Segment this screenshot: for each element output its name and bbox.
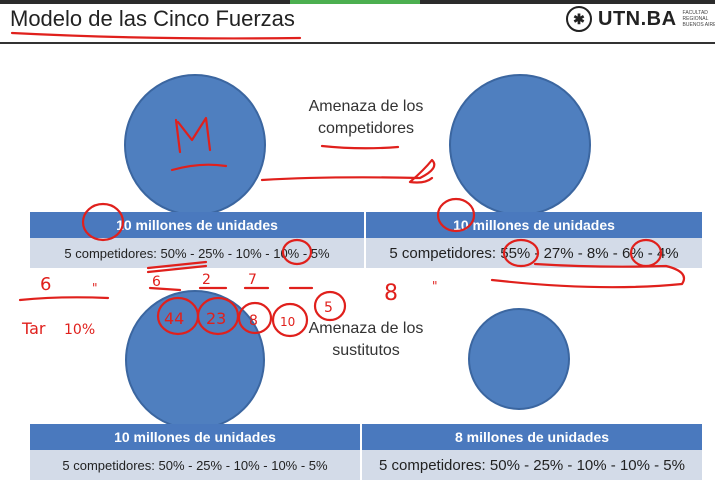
ink-circle-5 [313,290,347,322]
ink-num-23: 23 [206,309,226,328]
circle-bottom-left [125,290,265,430]
label-competidores: Amenaza de los competidores [308,98,424,137]
bottom-left-detail: 5 competidores: 50% - 25% - 10% - 10% - … [30,450,360,480]
ink-circle-10pct [281,238,313,266]
ink-circle-10-left [81,202,125,242]
screen-top-bar [0,0,715,4]
ink-num-5: 5 [324,300,333,316]
logo-subtitle: Facultad Regional Buenos Aires [682,10,715,28]
ink-circle-10-right [436,197,476,233]
ink-quote-a: " [92,281,98,295]
logo-name: UTN.BA [598,7,677,30]
top-right-header: 10 millones de unidades [366,212,702,238]
header-divider [0,42,715,44]
bottom-right-header: 8 millones de unidades [362,424,702,450]
slide-title: Modelo de las Cinco Fuerzas [10,6,295,31]
ink-strike [146,260,208,274]
ink-quote-b: " [432,279,438,293]
ink-text-10pct: 10% [64,322,95,338]
ink-text-tar: Tar [21,319,46,338]
utn-emblem-icon: ✱ [566,6,592,32]
bottom-left-header: 10 millones de unidades [30,424,360,450]
ink-num-10: 10 [280,315,295,329]
label-sustitutos: Amenaza de los sustitutos [308,320,424,359]
utn-logo: ✱ UTN.BA Facultad Regional Buenos Aires [566,6,715,32]
share-indicator [290,0,420,4]
ink-num-8a: 8 [249,313,258,329]
ink-circle-23 [196,296,240,336]
ink-dashes [148,286,314,292]
ink-circle-8 [237,301,273,335]
top-right-detail: 5 competidores: 55% - 27% - 8% - 6% - 4% [366,238,702,268]
circle-top-left [124,74,266,216]
ink-num-8b: 8 [384,281,398,306]
ink-arrow [260,158,436,184]
ink-num-44: 44 [164,309,184,328]
ink-title-underline [10,31,302,40]
ink-circle-10b [271,302,309,338]
ink-underline-1 [18,296,110,302]
ink-circle-6 [629,238,663,268]
ink-num-6a: 6 [40,274,51,295]
ink-circle-55 [502,238,540,268]
ink-num-6b: 6 [152,274,161,290]
ink-num-7: 7 [248,272,257,288]
top-left-header: 10 millones de unidades [30,212,364,238]
ink-underline-right [490,262,686,289]
bottom-right-detail: 5 competidores: 50% - 25% - 10% - 10% - … [362,450,702,480]
ink-num-2: 2 [202,272,211,288]
ink-label-underline [320,144,400,150]
circle-bottom-right [468,308,570,410]
ink-letter-m [170,116,228,172]
